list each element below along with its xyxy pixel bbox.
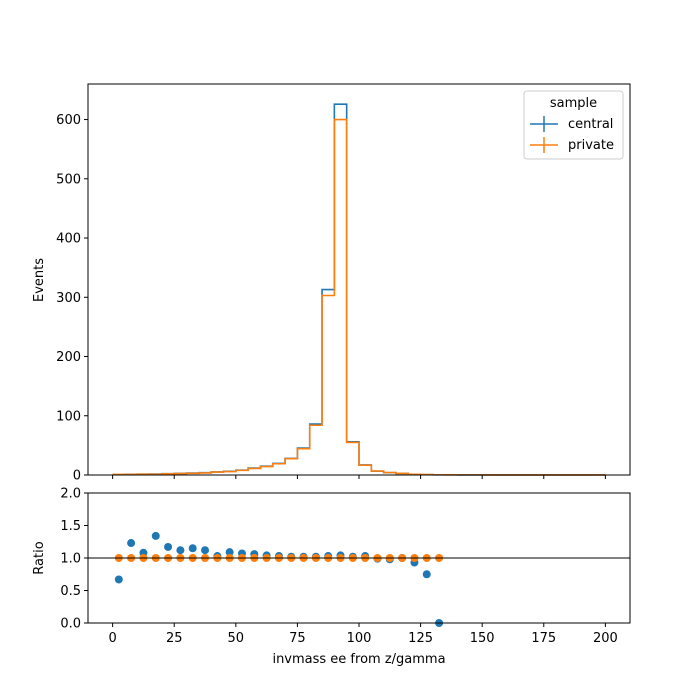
legend: sample central private xyxy=(523,90,624,160)
ratio-point-central xyxy=(176,546,185,555)
ratio-x-tick-label: 175 xyxy=(531,631,556,646)
ratio-point-central xyxy=(164,542,173,551)
histogram-y-tick-label: 300 xyxy=(56,291,81,306)
ratio-point-central xyxy=(422,570,431,579)
ratio-point-central xyxy=(188,544,197,553)
ratio-x-tick-label: 100 xyxy=(347,631,372,646)
ratio-x-tick-label: 200 xyxy=(593,631,618,646)
ratio-y-tick-label: 0.5 xyxy=(60,584,81,599)
ratio-y-axis-label: Ratio xyxy=(32,541,47,574)
histogram-y-tick-label: 400 xyxy=(56,232,81,247)
ratio-x-tick-label: 0 xyxy=(108,631,116,646)
ratio-point-central xyxy=(114,575,123,584)
histogram-series-private xyxy=(112,118,606,476)
ratio-x-tick-label: 125 xyxy=(408,631,433,646)
histogram-y-tick-label: 500 xyxy=(56,172,81,187)
histogram-y-tick-label: 200 xyxy=(56,350,81,365)
ratio-x-tick-label: 75 xyxy=(289,631,306,646)
ratio-panel: 0.0 0.5 1.0 1.5 2.0 0 25 50 75 100 125 150 175 200 R… xyxy=(32,487,631,667)
legend-entry-central: central xyxy=(530,116,613,132)
legend-box xyxy=(523,90,624,160)
histogram-series-central xyxy=(112,103,606,476)
legend-label-private: private xyxy=(568,138,614,153)
histogram-y-tick-label: 0 xyxy=(73,469,81,484)
legend-entry-private: private xyxy=(530,137,614,153)
ratio-point-central xyxy=(225,548,234,557)
ratio-y-tick-label: 2.0 xyxy=(60,487,81,502)
ratio-y-tick-label: 0.0 xyxy=(60,617,81,632)
legend-title: sample xyxy=(550,96,597,111)
legend-label-central: central xyxy=(568,117,613,132)
ratio-x-tick-label: 50 xyxy=(228,631,245,646)
ratio-point-central xyxy=(151,531,160,540)
ratio-point-central xyxy=(127,539,136,548)
ratio-y-tick-label: 1.5 xyxy=(60,519,81,534)
histogram-y-axis-label: Events xyxy=(32,258,47,302)
ratio-x-axis-label: invmass ee from z/gamma xyxy=(272,652,445,667)
histogram-panel: 0 100 200 300 400 500 600 Events sample centra… xyxy=(32,83,631,484)
histogram-y-tick-label: 600 xyxy=(56,113,81,128)
ratio-x-tick-label: 150 xyxy=(470,631,495,646)
ratio-point-central xyxy=(201,546,210,555)
ratio-x-tick-label: 25 xyxy=(166,631,183,646)
ratio-y-tick-label: 1.0 xyxy=(60,552,81,567)
histogram-y-tick-label: 100 xyxy=(56,409,81,424)
